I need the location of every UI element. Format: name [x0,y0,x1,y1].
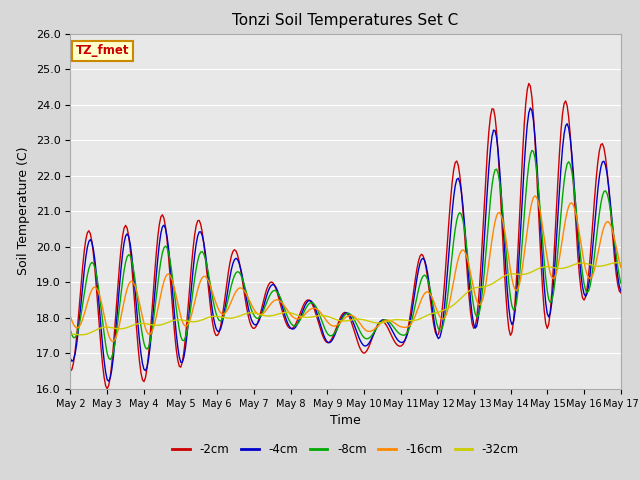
-8cm [67,327,74,333]
-16cm [617,264,625,270]
-4cm [136,336,143,342]
-8cm [106,357,114,362]
-2cm [250,325,258,331]
-16cm [109,338,117,344]
Line: -16cm: -16cm [70,196,621,341]
-4cm [67,356,74,361]
-8cm [260,307,268,313]
Line: -8cm: -8cm [70,150,621,360]
-16cm [250,307,258,313]
Line: -4cm: -4cm [70,108,621,381]
-8cm [250,313,258,319]
-32cm [260,312,268,318]
-4cm [232,255,240,261]
-16cm [260,310,268,316]
-2cm [260,298,268,303]
Line: -32cm: -32cm [70,263,621,335]
-32cm [308,314,316,320]
-2cm [103,386,111,392]
-8cm [589,263,597,269]
Title: Tonzi Soil Temperatures Set C: Tonzi Soil Temperatures Set C [232,13,459,28]
-16cm [308,305,316,311]
Text: TZ_fmet: TZ_fmet [76,44,129,57]
-2cm [232,248,240,254]
-32cm [588,262,595,268]
-4cm [250,322,258,327]
-32cm [136,321,143,326]
-8cm [528,147,536,153]
Line: -2cm: -2cm [70,84,621,389]
-2cm [617,290,625,296]
-32cm [77,332,85,338]
-4cm [308,300,316,306]
Y-axis label: Soil Temperature (C): Soil Temperature (C) [17,147,30,276]
-4cm [589,239,597,244]
-32cm [67,331,74,337]
-32cm [614,260,621,265]
-8cm [308,300,316,306]
-2cm [525,81,532,86]
-2cm [67,368,74,374]
-4cm [105,378,113,384]
-32cm [250,310,258,316]
-8cm [136,312,143,317]
-4cm [260,303,268,309]
-16cm [67,314,74,320]
-16cm [589,271,597,276]
-4cm [617,288,625,294]
-32cm [232,314,240,320]
-4cm [527,105,534,111]
-2cm [589,214,597,219]
-2cm [136,358,143,363]
-8cm [617,280,625,286]
-32cm [617,260,625,266]
-16cm [531,193,539,199]
X-axis label: Time: Time [330,414,361,427]
-8cm [232,270,240,276]
-2cm [308,302,316,308]
-16cm [232,288,240,294]
-16cm [136,300,143,306]
Legend: -2cm, -4cm, -8cm, -16cm, -32cm: -2cm, -4cm, -8cm, -16cm, -32cm [168,439,524,461]
